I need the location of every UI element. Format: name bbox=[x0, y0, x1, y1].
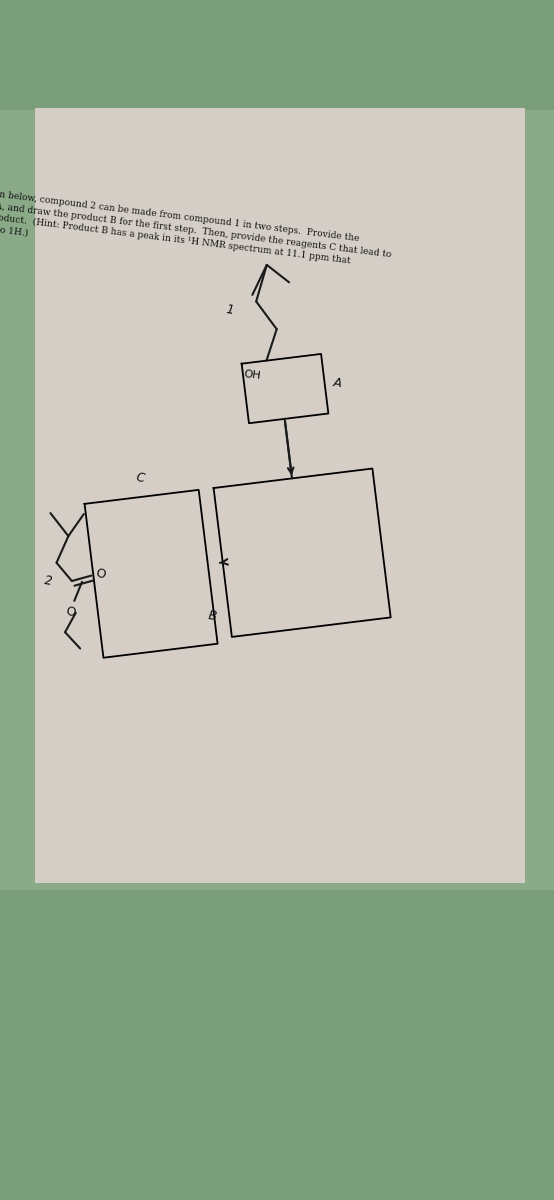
Text: 1: 1 bbox=[225, 302, 235, 317]
Text: C: C bbox=[135, 470, 145, 485]
Text: B: B bbox=[207, 610, 217, 623]
Text: OH: OH bbox=[243, 370, 261, 382]
Text: 2: 2 bbox=[44, 574, 53, 588]
Bar bbox=[35, 108, 525, 883]
Text: 4. As shown below, compound 2 can be made from compound 1 in two steps.  Provide: 4. As shown below, compound 2 can be mad… bbox=[0, 184, 393, 282]
Bar bbox=[0, 890, 554, 1200]
Text: O: O bbox=[65, 605, 76, 619]
Text: A: A bbox=[332, 376, 343, 390]
Text: O: O bbox=[95, 568, 106, 581]
Bar bbox=[0, 0, 554, 110]
